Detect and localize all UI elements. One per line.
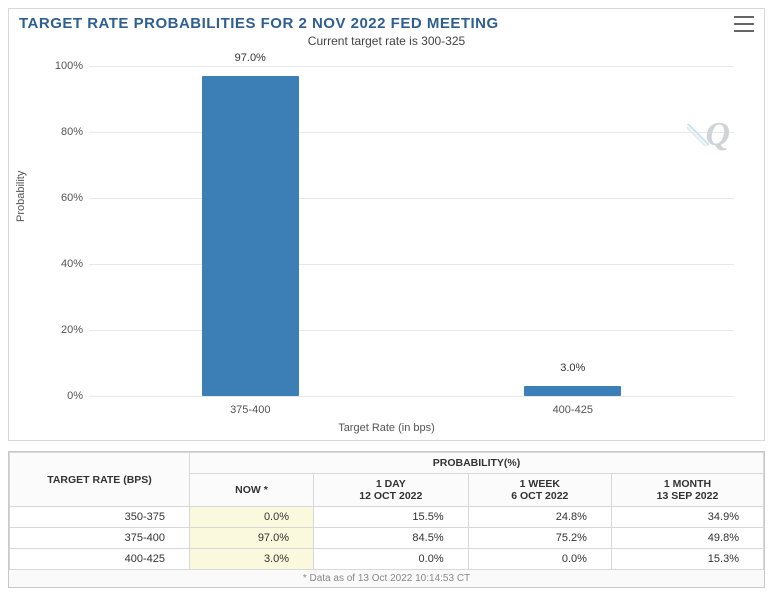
table-row: 350-3750.0%15.5%24.8%34.9% bbox=[10, 507, 764, 528]
y-tick-label: 40% bbox=[49, 258, 83, 270]
cell-value: 3.0% bbox=[190, 549, 314, 570]
chart-subtitle: Current target rate is 300-325 bbox=[9, 34, 764, 48]
y-axis-title: Probability bbox=[15, 171, 27, 222]
y-tick-label: 0% bbox=[49, 390, 83, 402]
x-tick-label: 375-400 bbox=[230, 404, 270, 416]
table-row: 375-40097.0%84.5%75.2%49.8% bbox=[10, 528, 764, 549]
gridline bbox=[89, 396, 734, 397]
cell-value: 97.0% bbox=[190, 528, 314, 549]
table-row: 400-4253.0%0.0%0.0%15.3% bbox=[10, 549, 764, 570]
cell-value: 15.3% bbox=[611, 549, 763, 570]
cell-value: 15.5% bbox=[314, 507, 469, 528]
chart-panel: TARGET RATE PROBABILITIES FOR 2 NOV 2022… bbox=[8, 8, 765, 441]
th-target-rate: TARGET RATE (BPS) bbox=[10, 453, 190, 507]
cell-value: 84.5% bbox=[314, 528, 469, 549]
row-label: 350-375 bbox=[10, 507, 190, 528]
y-tick-label: 60% bbox=[49, 192, 83, 204]
gridline bbox=[89, 330, 734, 331]
data-footnote: * Data as of 13 Oct 2022 10:14:53 CT bbox=[9, 570, 764, 587]
cell-value: 0.0% bbox=[314, 549, 469, 570]
cell-value: 24.8% bbox=[468, 507, 611, 528]
th-probability: PROBABILITY(%) bbox=[190, 453, 764, 474]
th-period: 1 MONTH13 SEP 2022 bbox=[611, 474, 763, 507]
row-label: 375-400 bbox=[10, 528, 190, 549]
y-tick-label: 20% bbox=[49, 324, 83, 336]
gridline bbox=[89, 66, 734, 67]
th-period: NOW * bbox=[190, 474, 314, 507]
cell-value: 34.9% bbox=[611, 507, 763, 528]
cell-value: 75.2% bbox=[468, 528, 611, 549]
x-tick-label: 400-425 bbox=[553, 404, 593, 416]
hamburger-menu-icon[interactable] bbox=[734, 16, 754, 32]
bar-value-label: 97.0% bbox=[235, 52, 266, 64]
plot-region: 0%20%40%60%80%100%97.0%375-4003.0%400-42… bbox=[89, 66, 734, 396]
x-axis-title: Target Rate (in bps) bbox=[29, 422, 744, 434]
chart-title: TARGET RATE PROBABILITIES FOR 2 NOV 2022… bbox=[19, 15, 499, 32]
cell-value: 0.0% bbox=[468, 549, 611, 570]
gridline bbox=[89, 198, 734, 199]
bar[interactable] bbox=[202, 76, 299, 396]
cell-value: 0.0% bbox=[190, 507, 314, 528]
th-period: 1 WEEK6 OCT 2022 bbox=[468, 474, 611, 507]
probability-table: TARGET RATE (BPS)PROBABILITY(%)NOW *1 DA… bbox=[9, 452, 764, 570]
title-row: TARGET RATE PROBABILITIES FOR 2 NOV 2022… bbox=[9, 9, 764, 32]
gridline bbox=[89, 132, 734, 133]
th-period: 1 DAY12 OCT 2022 bbox=[314, 474, 469, 507]
y-tick-label: 80% bbox=[49, 126, 83, 138]
gridline bbox=[89, 264, 734, 265]
probability-table-panel: TARGET RATE (BPS)PROBABILITY(%)NOW *1 DA… bbox=[8, 451, 765, 588]
chart-area: Probability 0%20%40%60%80%100%97.0%375-4… bbox=[29, 56, 744, 436]
row-label: 400-425 bbox=[10, 549, 190, 570]
bar[interactable] bbox=[524, 386, 621, 396]
cell-value: 49.8% bbox=[611, 528, 763, 549]
bar-value-label: 3.0% bbox=[560, 362, 585, 374]
y-tick-label: 100% bbox=[49, 60, 83, 72]
